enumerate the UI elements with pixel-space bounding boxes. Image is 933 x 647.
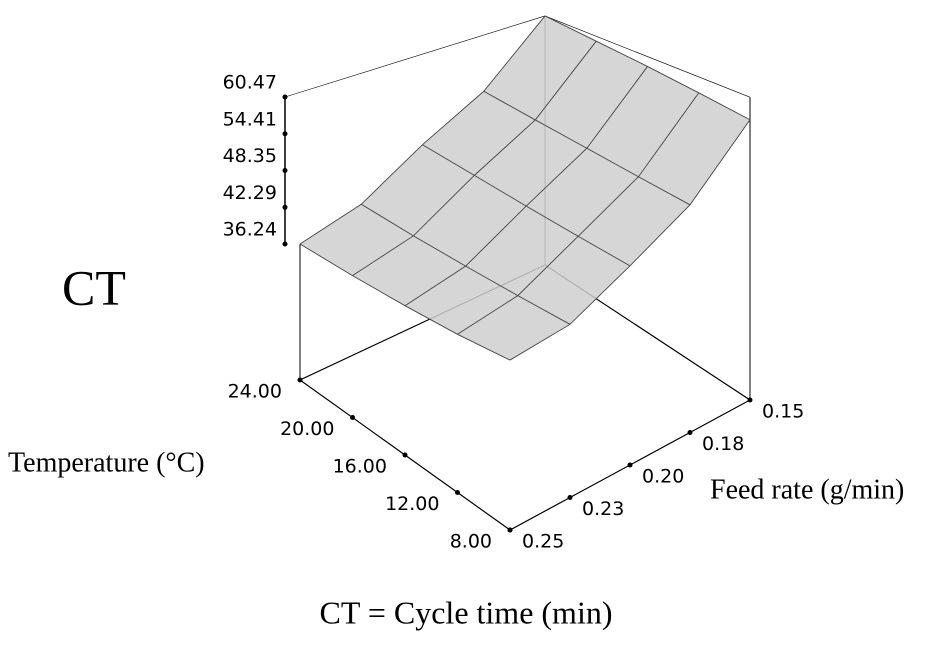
surface-patch <box>405 266 518 335</box>
x-tick-label: 24.00 <box>228 381 282 403</box>
z-tick-label: 42.29 <box>223 182 277 204</box>
z-tick <box>282 241 288 247</box>
surface-patch <box>586 66 699 177</box>
surface-patch <box>517 236 630 325</box>
surface-patch <box>361 144 475 236</box>
surface-patch <box>413 175 527 267</box>
x-tick-label: 12.00 <box>385 493 439 515</box>
surface-patch <box>422 91 536 176</box>
x-axis-label: Temperature (°C) <box>8 447 205 478</box>
y-tick <box>507 527 513 533</box>
box-edge <box>284 15 546 98</box>
x-tick <box>402 452 408 458</box>
z-tick-label: 36.24 <box>223 219 277 241</box>
z-tick <box>282 168 288 174</box>
box-edge <box>544 15 751 98</box>
surface-patch <box>457 295 570 361</box>
z-tick <box>282 131 288 137</box>
y-tick <box>747 397 753 403</box>
y-tick-label: 0.25 <box>522 531 564 553</box>
surface-patch <box>352 235 466 306</box>
y-tick-label: 0.18 <box>702 433 744 455</box>
surface-patch <box>474 119 587 207</box>
y-tick <box>567 495 573 500</box>
x-tick-label: 20.00 <box>280 418 334 440</box>
surface-line <box>299 243 511 361</box>
surface-line <box>483 90 691 206</box>
x-tick <box>455 490 460 495</box>
surface-line <box>422 144 631 267</box>
surface-line <box>361 203 571 325</box>
y-tick <box>687 430 693 435</box>
chart-title: CT = Cycle time (min) <box>320 594 613 630</box>
z-tick-label: 54.41 <box>223 108 277 130</box>
y-tick <box>627 462 633 468</box>
z-tick-label: 48.35 <box>223 145 277 167</box>
z-tick <box>282 204 288 210</box>
surface-line <box>544 15 751 121</box>
surface-patch <box>535 41 648 149</box>
z-tick-label: 60.47 <box>223 72 277 94</box>
x-tick <box>297 377 303 383</box>
z-tick <box>282 94 288 100</box>
x-tick-label: 16.00 <box>333 456 387 478</box>
y-axis-label: Feed rate (g/min) <box>710 474 904 505</box>
x-tick-label: 8.00 <box>450 531 492 553</box>
y-tick-label: 0.20 <box>642 466 684 488</box>
surface-patch <box>638 92 750 205</box>
surface-patch <box>465 206 579 296</box>
surface-patch <box>578 176 690 266</box>
surface-patch <box>300 204 414 276</box>
y-tick-label: 0.15 <box>762 401 804 423</box>
y-tick-label: 0.23 <box>582 498 624 520</box>
x-tick <box>350 415 355 420</box>
surface-patch <box>526 148 639 237</box>
z-axis-label: CT <box>62 259 126 315</box>
surface-patch <box>483 15 597 120</box>
